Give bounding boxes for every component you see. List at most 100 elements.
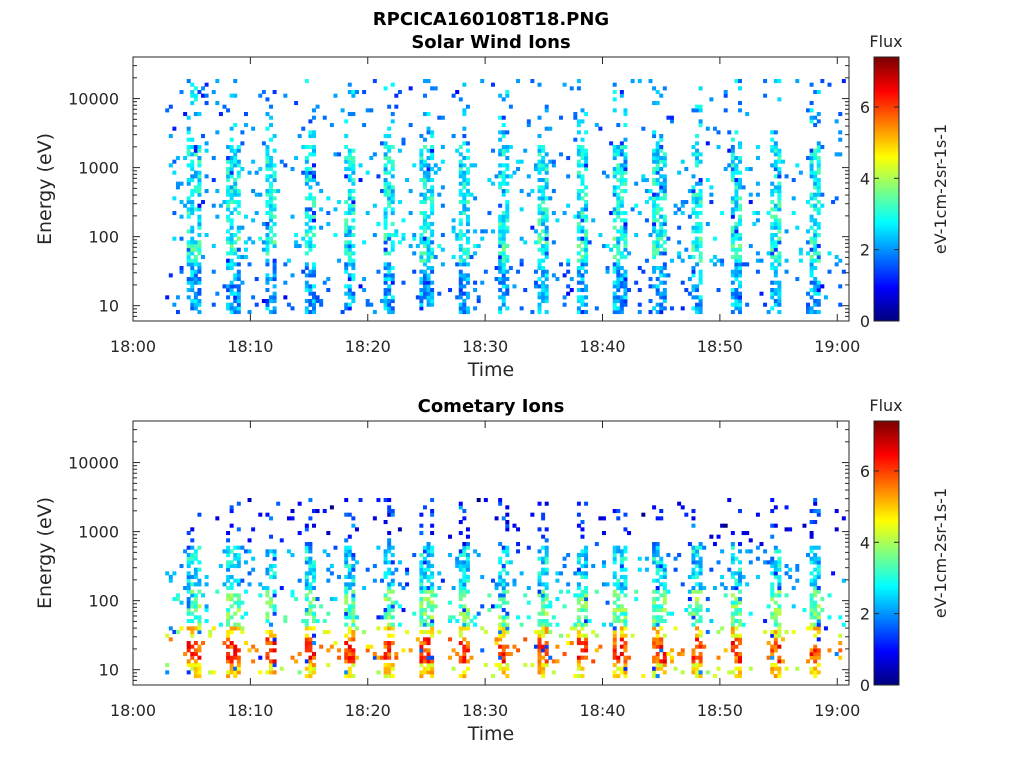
- heatmap-cell: [401, 141, 406, 146]
- heatmap-cell: [777, 630, 782, 635]
- heatmap-cell: [430, 167, 435, 172]
- heatmap-cell: [738, 266, 742, 271]
- heatmap-cell: [383, 189, 388, 194]
- heatmap-cell: [269, 600, 274, 605]
- heatmap-cell: [816, 181, 821, 186]
- heatmap-cell: [730, 167, 735, 172]
- heatmap-cell: [462, 273, 467, 278]
- heatmap-cell: [261, 141, 266, 146]
- heatmap-cell: [809, 240, 814, 245]
- heatmap-cell: [351, 211, 356, 216]
- heatmap-cell: [612, 244, 617, 249]
- heatmap-cell: [795, 79, 800, 84]
- heatmap-cell: [458, 593, 463, 598]
- heatmap-cell: [695, 247, 700, 252]
- heatmap-cell: [584, 163, 589, 168]
- heatmap-cell: [838, 615, 843, 620]
- heatmap-cell: [347, 608, 352, 613]
- heatmap-cell: [419, 582, 424, 587]
- heatmap-cell: [390, 222, 395, 227]
- heatmap-cell: [820, 192, 825, 197]
- heatmap-cell: [312, 174, 316, 179]
- heatmap-cell: [773, 269, 778, 274]
- heatmap-cell: [430, 604, 435, 609]
- heatmap-cell: [544, 586, 549, 591]
- heatmap-cell: [634, 280, 639, 285]
- heatmap-cell: [269, 211, 274, 216]
- heatmap-cell: [390, 240, 395, 245]
- heatmap-cell: [473, 163, 478, 168]
- heatmap-cell: [652, 167, 657, 172]
- heatmap-cell: [308, 564, 313, 569]
- heatmap-cell: [809, 531, 814, 536]
- heatmap-cell: [283, 295, 288, 300]
- heatmap-cell: [619, 170, 624, 175]
- heatmap-cell: [233, 79, 238, 84]
- heatmap-cell: [261, 222, 266, 227]
- heatmap-cell: [723, 93, 728, 98]
- heatmap-cell: [465, 192, 470, 197]
- colorbar-segment: [874, 445, 899, 448]
- heatmap-cell: [695, 181, 700, 186]
- heatmap-cell: [612, 589, 617, 594]
- heatmap-cell: [644, 178, 649, 183]
- heatmap-cell: [501, 189, 506, 194]
- heatmap-cell: [394, 655, 399, 660]
- heatmap-cell: [584, 203, 589, 208]
- heatmap-cell: [838, 130, 843, 135]
- heatmap-cell: [308, 291, 313, 296]
- heatmap-cell: [390, 560, 395, 565]
- heatmap-cell: [458, 269, 463, 274]
- heatmap-cell: [233, 251, 238, 256]
- heatmap-cell: [634, 181, 639, 186]
- heatmap-cell: [498, 644, 503, 649]
- heatmap-cell: [333, 597, 338, 602]
- heatmap-cell: [480, 79, 485, 84]
- heatmap-cell: [734, 185, 739, 190]
- colorbar-segment: [874, 663, 899, 666]
- heatmap-cell: [537, 82, 542, 87]
- heatmap-cell: [541, 674, 546, 679]
- heatmap-cell: [601, 622, 606, 627]
- heatmap-cell: [684, 167, 689, 172]
- heatmap-cell: [809, 101, 814, 106]
- heatmap-cell: [623, 280, 628, 285]
- heatmap-cell: [587, 240, 592, 245]
- heatmap-cell: [304, 659, 309, 664]
- colorbar-segment: [874, 436, 899, 440]
- heatmap-cell: [516, 269, 521, 274]
- heatmap-cell: [584, 207, 589, 212]
- heatmap-cell: [612, 170, 617, 175]
- heatmap-cell: [730, 174, 735, 179]
- heatmap-cell: [304, 648, 309, 653]
- heatmap-cell: [390, 545, 395, 550]
- heatmap-cell: [272, 196, 277, 201]
- heatmap-cell: [612, 174, 617, 179]
- heatmap-cell: [344, 655, 349, 660]
- heatmap-cell: [576, 273, 581, 278]
- heatmap-cell: [816, 284, 821, 289]
- heatmap-cell: [591, 659, 596, 664]
- heatmap-cell: [344, 244, 349, 249]
- heatmap-cell: [419, 159, 424, 164]
- colorbar-segment: [874, 506, 899, 510]
- heatmap-cell: [312, 130, 316, 135]
- heatmap-cell: [777, 97, 782, 102]
- heatmap-cell: [580, 152, 585, 157]
- heatmap-cell: [738, 666, 742, 671]
- heatmap-cell: [519, 189, 524, 194]
- heatmap-cell: [304, 593, 309, 598]
- heatmap-cell: [734, 666, 739, 671]
- heatmap-cell: [483, 229, 488, 234]
- heatmap-cell: [770, 207, 775, 212]
- heatmap-cell: [294, 240, 299, 245]
- heatmap-cell: [265, 652, 270, 657]
- heatmap-cell: [347, 163, 352, 168]
- heatmap-cell: [272, 284, 277, 289]
- heatmap-cell: [791, 196, 796, 201]
- heatmap-cell: [193, 556, 198, 561]
- colorbar-segment: [874, 235, 899, 238]
- heatmap-cell: [501, 582, 506, 587]
- heatmap-cell: [501, 273, 506, 278]
- x-tick-label: 18:10: [227, 337, 273, 356]
